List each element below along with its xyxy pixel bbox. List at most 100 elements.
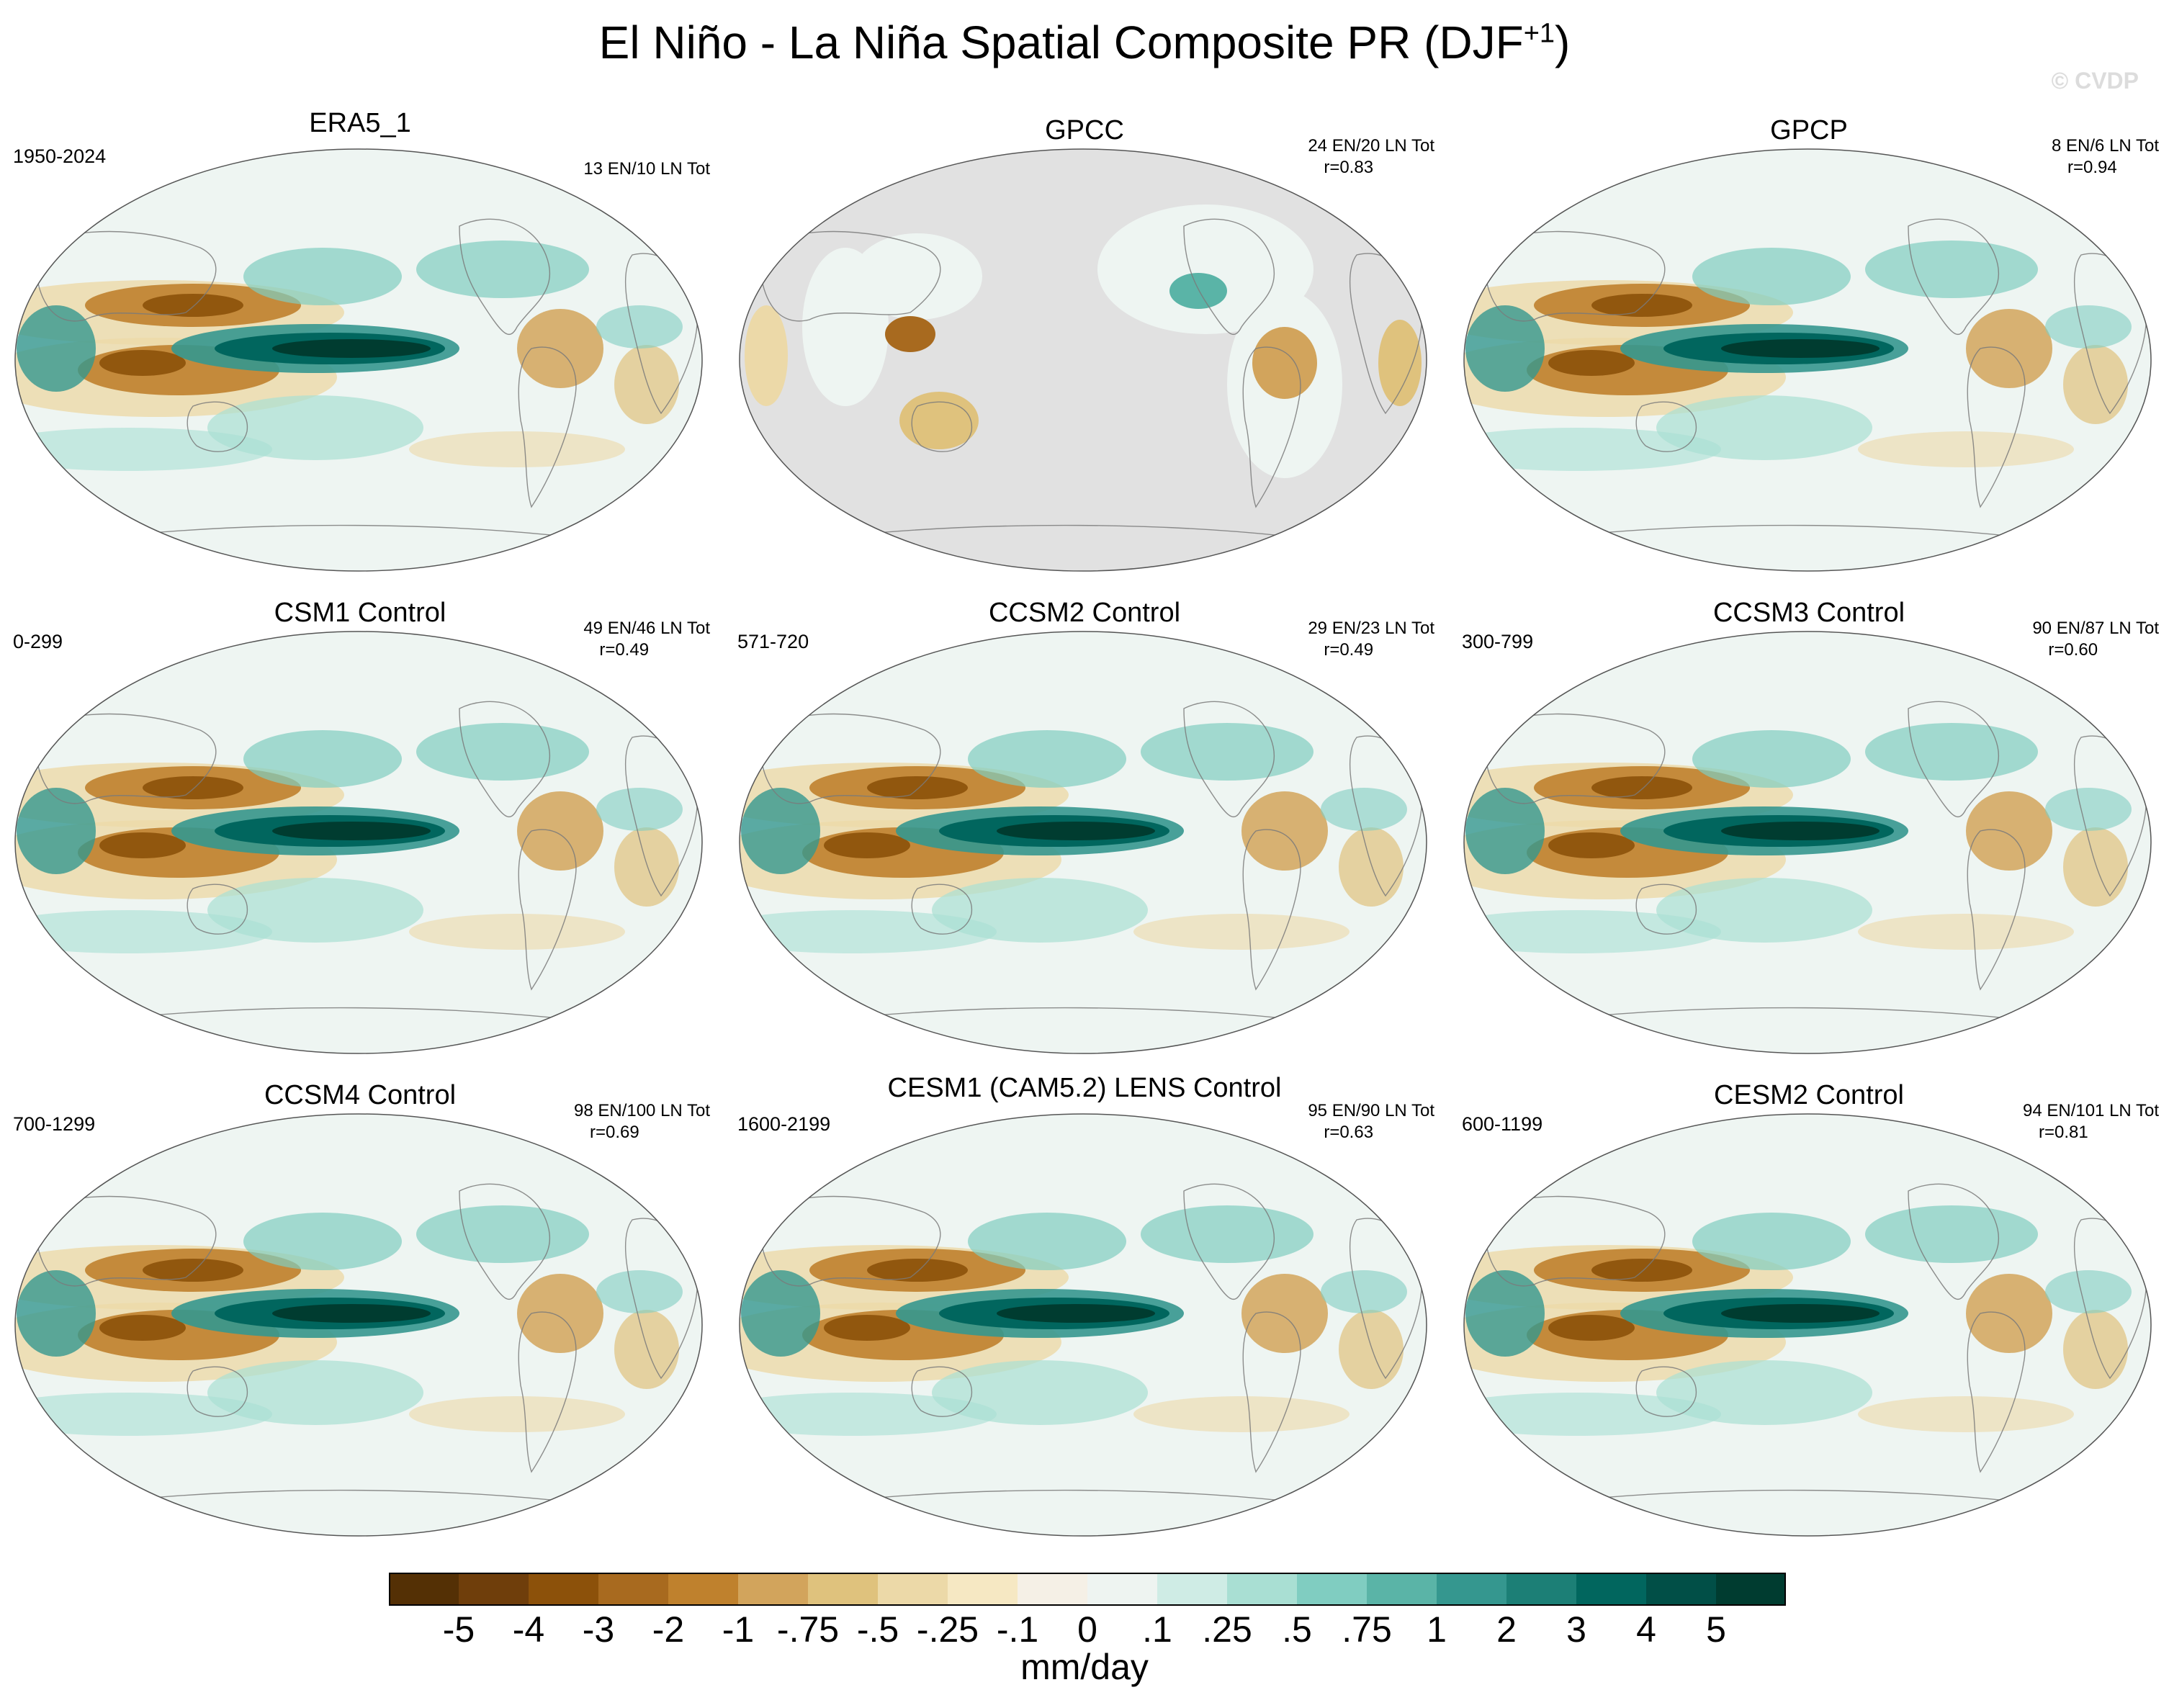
colorbar-swatch	[598, 1573, 669, 1606]
panel-title: CCSM3 Control	[1712, 598, 1905, 628]
colorbar-swatch	[529, 1573, 599, 1606]
map-border	[1463, 148, 2152, 572]
anomaly-patch	[409, 914, 625, 950]
coastline	[1635, 1366, 1697, 1417]
coastline	[1967, 829, 2026, 991]
panel-period: 0-299	[13, 631, 63, 652]
anomaly-patch	[1692, 1213, 1851, 1270]
panel-map	[14, 148, 703, 572]
anomaly-patch	[614, 1310, 679, 1389]
anomaly-patch	[416, 1205, 589, 1263]
panel-ccsm2: CCSM2 Control 571-720 29 EN/23 LN Tot r=0…	[724, 590, 1445, 1066]
colorbar-swatch	[1018, 1573, 1088, 1606]
anomaly-patch	[517, 791, 603, 871]
coastline	[1967, 346, 2026, 508]
anomaly-patch	[596, 305, 683, 349]
anomaly-patch	[1858, 914, 2074, 950]
coastline	[34, 1195, 217, 1287]
colorbar-tick-label: -1	[722, 1609, 755, 1650]
anomaly-patch	[824, 832, 910, 858]
anomaly-patch	[1252, 327, 1317, 399]
panel-period: 571-720	[737, 631, 809, 652]
panel-map	[739, 631, 1427, 1054]
map-border	[1463, 631, 2152, 1054]
anomaly-patch	[1133, 914, 1350, 950]
coastline	[1242, 1311, 1301, 1473]
anomaly-patch	[243, 1213, 402, 1270]
anomaly-patch	[1378, 320, 1422, 406]
anomaly-patch	[1241, 1274, 1328, 1353]
panel-events: 90 EN/87 LN Tot r=0.60	[2032, 619, 2159, 660]
colorbar-swatch	[948, 1573, 1018, 1606]
anomaly-patch	[416, 723, 589, 781]
colorbar-tick-label: -4	[512, 1609, 545, 1650]
panel-map	[739, 1113, 1427, 1537]
coastline	[1483, 230, 1666, 322]
colorbar-swatches	[389, 1573, 1787, 1606]
anomaly-patch	[143, 776, 243, 799]
anomaly-patch	[1591, 294, 1692, 317]
anomaly-patch	[1548, 350, 1635, 376]
panel-map	[1463, 1113, 2152, 1537]
coastline	[1483, 1195, 1666, 1287]
panel-events: 98 EN/100 LN Tot r=0.69	[573, 1101, 710, 1142]
anomaly-patch	[1321, 1270, 1407, 1313]
anomaly-patch	[416, 241, 589, 298]
map-border	[14, 631, 703, 1054]
anomaly-patch	[99, 350, 186, 376]
map-border	[739, 631, 1427, 1054]
anomaly-patch	[1692, 248, 1851, 305]
anomaly-patch	[2063, 1310, 2128, 1389]
colorbar-swatch	[808, 1573, 879, 1606]
map-border	[14, 148, 703, 572]
coastline	[1242, 829, 1301, 991]
anomaly-patch	[614, 827, 679, 907]
anomaly-patch	[1692, 730, 1851, 788]
coastline	[911, 401, 972, 452]
anomaly-patch	[1321, 788, 1407, 831]
coastline	[187, 401, 248, 452]
panel-title: CESM1 (CAM5.2) LENS Control	[887, 1073, 1282, 1103]
panel-csm1: CSM1 Control 0-299 49 EN/46 LN Tot r=0.49	[0, 590, 720, 1066]
panel-map	[1463, 148, 2152, 572]
panel-period: 300-799	[1462, 631, 1534, 652]
anomaly-patch	[1548, 1315, 1635, 1341]
anomaly-patch	[1339, 1310, 1404, 1389]
anomaly-patch	[517, 1274, 603, 1353]
anomaly-patch	[1339, 827, 1404, 907]
coastline	[1183, 1183, 1275, 1300]
anomaly-patch	[409, 1396, 625, 1432]
colorbar-swatch	[1367, 1573, 1437, 1606]
coastline	[911, 884, 972, 935]
anomaly-patch	[1465, 1270, 1545, 1357]
colorbar-tick-label: -.75	[776, 1609, 840, 1650]
anomaly-patch	[409, 431, 625, 467]
anomaly-patch	[741, 788, 820, 874]
map-border	[1463, 1113, 2152, 1537]
colorbar-swatch	[1297, 1573, 1368, 1606]
coastline	[459, 701, 551, 818]
panel-cesm1: CESM1 (CAM5.2) LENS Control 1600-2199 95…	[724, 1073, 1445, 1548]
anomaly-patch	[272, 822, 431, 840]
anomaly-patch	[272, 1304, 431, 1323]
panel-period: 600-1199	[1462, 1113, 1543, 1135]
colorbar-frame	[389, 1573, 1786, 1606]
colorbar-swatch	[1227, 1573, 1298, 1606]
anomaly-patch	[1721, 339, 1880, 358]
panel-events: 49 EN/46 LN Tot r=0.49	[583, 619, 710, 660]
panel-cesm2: CESM2 Control 600-1199 94 EN/101 LN Tot r…	[1449, 1073, 2169, 1548]
anomaly-patch	[17, 788, 96, 874]
colorbar-tick-label: 5	[1706, 1609, 1726, 1650]
coastline	[1183, 218, 1275, 336]
colorbar-tick-labels: -5 -4 -3 -2 -1 -.75 -.5 -.25 -.1 0 .1 .25 .5 .75 1 2 3 4 5	[389, 1609, 1786, 1652]
colorbar-tick-label: 0	[1077, 1609, 1097, 1650]
anomaly-patch	[1169, 273, 1227, 309]
coastline	[518, 829, 577, 991]
anomaly-patch	[99, 1315, 186, 1341]
colorbar-tick-label: .1	[1142, 1609, 1172, 1650]
map-border	[14, 1113, 703, 1537]
panel-period: 700-1299	[13, 1113, 96, 1135]
anomaly-patch	[614, 345, 679, 424]
colorbar-tick-label: .5	[1282, 1609, 1312, 1650]
anomaly-patch	[968, 730, 1126, 788]
